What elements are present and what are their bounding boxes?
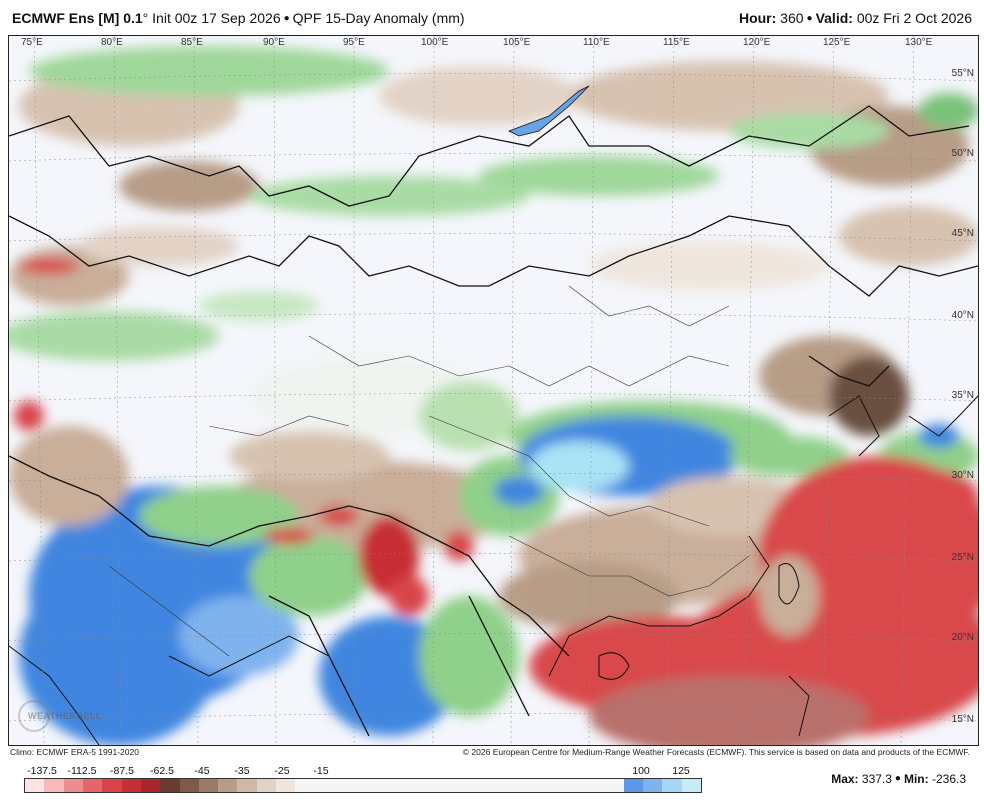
max-value: 337.3 bbox=[861, 772, 892, 786]
province-borders bbox=[108, 285, 750, 657]
colorbar-swatch bbox=[353, 779, 373, 792]
map-canvas bbox=[9, 36, 978, 745]
colorbar-swatch bbox=[63, 779, 83, 792]
colorbar-swatch bbox=[295, 779, 315, 792]
lat-label: 15°N bbox=[951, 714, 974, 725]
lon-label: 110°E bbox=[583, 37, 610, 48]
separator-dot: ● bbox=[894, 773, 901, 784]
colorbar-label: -137.5 bbox=[27, 765, 57, 777]
valid-value: 00z Fri 2 Oct 2026 bbox=[856, 10, 972, 26]
colorbar-swatch bbox=[140, 779, 161, 792]
product-name: QPF 15-Day Anomaly (mm) bbox=[292, 10, 465, 26]
anomaly-field bbox=[9, 46, 978, 745]
hour-value: 360 bbox=[780, 10, 804, 26]
colorbar-swatch bbox=[662, 779, 682, 792]
colorbar-label: -112.5 bbox=[67, 765, 97, 777]
lat-label: 45°N bbox=[951, 228, 974, 239]
colorbar-swatch bbox=[25, 779, 45, 792]
lon-label: 100°E bbox=[421, 37, 449, 48]
lon-label: 75°E bbox=[21, 37, 43, 48]
lat-label: 40°N bbox=[951, 310, 974, 321]
degree-mark: ° bbox=[142, 10, 149, 26]
coastlines bbox=[9, 395, 978, 745]
colorbar-label: -62.5 bbox=[150, 765, 174, 777]
separator-dot: ● bbox=[283, 13, 290, 24]
colorbar-label: -35 bbox=[234, 765, 250, 777]
valid-info: Hour: 360 ● Valid: 00z Fri 2 Oct 2026 bbox=[739, 10, 972, 26]
lat-label: 30°N bbox=[951, 470, 974, 481]
colorbar-swatch bbox=[604, 779, 624, 792]
colorbar-swatch bbox=[449, 779, 470, 792]
lon-label: 130°E bbox=[905, 37, 933, 48]
lat-label: 55°N bbox=[951, 68, 974, 79]
colorbar-swatch bbox=[237, 779, 257, 792]
colorbar-label: 100 bbox=[632, 765, 650, 777]
color-scale-bar bbox=[24, 778, 702, 793]
colorbar-swatch bbox=[102, 779, 122, 792]
colorbar-swatch bbox=[44, 779, 64, 792]
lake-baikal bbox=[508, 85, 590, 137]
map-area[interactable]: 75°E 80°E 85°E 90°E 95°E 100°E 105°E 110… bbox=[8, 35, 979, 746]
colorbar-swatch bbox=[179, 779, 199, 792]
colorbar-swatch bbox=[391, 779, 412, 792]
colorbar-swatch bbox=[565, 779, 586, 792]
colorbar-swatch bbox=[623, 779, 643, 792]
colorbar-swatch bbox=[198, 779, 219, 792]
colorbar-swatch bbox=[469, 779, 489, 792]
hour-label: Hour: bbox=[738, 10, 777, 26]
colorbar-swatch bbox=[546, 779, 566, 792]
lat-label: 35°N bbox=[951, 390, 974, 401]
lat-label: 50°N bbox=[951, 148, 974, 159]
lon-label: 105°E bbox=[503, 37, 531, 48]
lon-label: 115°E bbox=[663, 37, 690, 48]
colorbar-swatch bbox=[121, 779, 141, 792]
lat-label: 20°N bbox=[951, 632, 974, 643]
copyright-note: © 2026 European Centre for Medium-Range … bbox=[462, 747, 970, 757]
valid-label: Valid: bbox=[815, 10, 853, 26]
colorbar-swatch bbox=[411, 779, 431, 792]
watermark-text: WEATHERBELL bbox=[28, 711, 102, 721]
colorbar-label: -15 bbox=[313, 765, 329, 777]
min-value: -236.3 bbox=[931, 772, 966, 786]
lon-label: 80°E bbox=[101, 37, 123, 48]
colorbar-swatch bbox=[372, 779, 392, 792]
credits-bar: Climo: ECMWF ERA-5 1991-2020 © 2026 Euro… bbox=[0, 745, 984, 759]
min-label: Min: bbox=[903, 772, 929, 786]
colorbar-swatch bbox=[430, 779, 450, 792]
weatherbell-logo-icon bbox=[18, 700, 50, 732]
colorbar-swatch bbox=[160, 779, 180, 792]
separator-dot: ● bbox=[806, 13, 813, 24]
lon-label: 120°E bbox=[743, 37, 771, 48]
lon-label: 125°E bbox=[823, 37, 851, 48]
colorbar-swatch bbox=[507, 779, 528, 792]
lon-label: 95°E bbox=[343, 37, 365, 48]
country-borders bbox=[9, 105, 978, 737]
lon-label: 90°E bbox=[263, 37, 285, 48]
graticule bbox=[9, 36, 978, 745]
colorbar-label: -87.5 bbox=[110, 765, 134, 777]
colorbar-swatch bbox=[681, 779, 701, 792]
colorbar-swatch bbox=[643, 779, 663, 792]
model-name: ECMWF Ens [M] 0.1 bbox=[12, 10, 143, 26]
colorbar-swatch bbox=[488, 779, 508, 792]
colorbar-swatch bbox=[276, 779, 296, 792]
colorbar-label: 125 bbox=[672, 765, 690, 777]
lat-label: 25°N bbox=[951, 552, 974, 563]
colorbar-swatch bbox=[334, 779, 354, 792]
colorbar-swatch bbox=[256, 779, 277, 792]
map-title: ECMWF Ens [M] 0.1° Init 00z 17 Sep 2026 ●… bbox=[12, 10, 465, 26]
colorbar-swatch bbox=[218, 779, 238, 792]
max-label: Max: bbox=[831, 772, 859, 786]
colorbar-swatch bbox=[82, 779, 103, 792]
init-time: Init 00z 17 Sep 2026 bbox=[152, 10, 281, 26]
climo-note: Climo: ECMWF ERA-5 1991-2020 bbox=[10, 747, 139, 757]
lon-label: 85°E bbox=[181, 37, 203, 48]
colorbar-swatch bbox=[314, 779, 334, 792]
colorbar-swatch bbox=[527, 779, 547, 792]
colorbar-swatch bbox=[585, 779, 605, 792]
header: ECMWF Ens [M] 0.1° Init 00z 17 Sep 2026 ●… bbox=[0, 0, 984, 36]
colorbar-label: -45 bbox=[194, 765, 210, 777]
colorbar-label: -25 bbox=[274, 765, 290, 777]
max-min-stats: Max: 337.3 ● Min: -236.3 bbox=[831, 772, 966, 786]
